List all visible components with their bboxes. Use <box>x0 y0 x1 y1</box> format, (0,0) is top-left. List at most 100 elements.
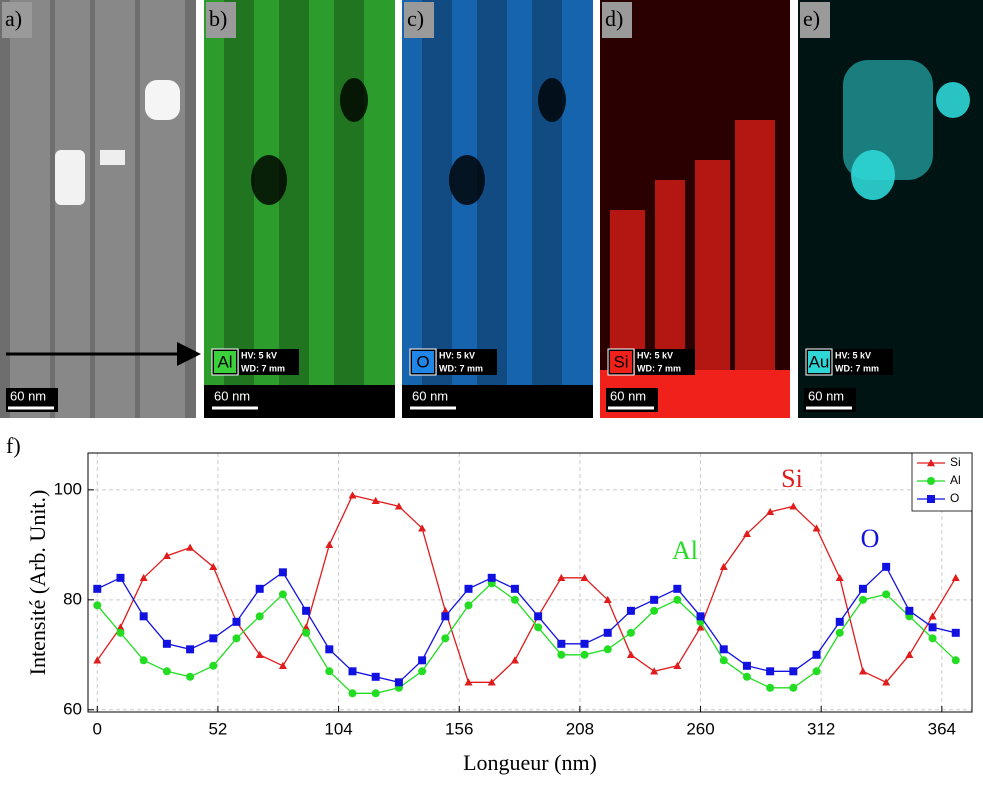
y-tick-label: 80 <box>63 589 82 608</box>
marker <box>209 562 218 571</box>
marker <box>534 612 543 621</box>
marker <box>673 595 682 604</box>
series <box>93 562 960 687</box>
marker <box>162 667 171 676</box>
marker <box>905 606 914 615</box>
panel-label-bg <box>602 2 632 38</box>
marker <box>905 650 914 659</box>
marker <box>928 612 937 620</box>
map-particle <box>851 150 895 200</box>
map-stripe <box>334 0 364 385</box>
sem-column <box>55 0 90 418</box>
marker <box>626 606 635 615</box>
marker <box>927 495 935 503</box>
map-stripe <box>422 0 452 385</box>
marker <box>255 650 264 659</box>
marker <box>139 573 148 582</box>
marker <box>650 667 659 675</box>
marker <box>162 551 171 560</box>
legend-label: O <box>950 491 959 505</box>
map-particle <box>936 82 970 118</box>
legend-box <box>911 452 973 512</box>
marker <box>418 667 427 676</box>
marker <box>882 678 891 686</box>
hv-label: HV: 5 kV <box>439 350 475 360</box>
marker <box>951 573 960 582</box>
marker <box>557 639 566 648</box>
scale-label: 60 nm <box>214 388 250 403</box>
marker <box>232 634 241 643</box>
x-tick-label: 0 <box>93 719 102 738</box>
element-fill <box>412 351 434 373</box>
marker <box>209 634 218 643</box>
marker <box>162 639 171 648</box>
marker <box>487 678 496 686</box>
annotation: Si <box>781 464 803 493</box>
marker <box>487 573 496 582</box>
map-signal <box>204 0 395 385</box>
map-void <box>449 155 485 205</box>
marker <box>302 628 311 637</box>
panel-label: e) <box>803 6 820 31</box>
marker <box>858 667 867 675</box>
marker <box>696 623 705 631</box>
marker <box>696 612 705 621</box>
marker <box>394 678 403 687</box>
panel: O HV: 5 kV WD: 7 mm c) 60 nm <box>402 0 593 418</box>
marker <box>835 628 844 637</box>
marker <box>278 568 287 577</box>
map-stripe <box>735 120 775 418</box>
marker <box>719 656 728 665</box>
marker <box>557 650 566 659</box>
y-tick-label: 100 <box>54 479 82 498</box>
marker <box>812 650 821 659</box>
chart-label: f) <box>6 433 21 458</box>
marker <box>835 573 844 582</box>
marker <box>650 595 659 604</box>
marker <box>232 617 241 626</box>
panel-label: a) <box>5 6 22 31</box>
marker <box>510 656 519 664</box>
marker <box>742 529 751 538</box>
legend-label: Al <box>950 473 961 487</box>
element-label: Al <box>217 352 232 371</box>
marker <box>464 601 473 610</box>
marker <box>278 590 287 599</box>
info-box <box>833 349 893 375</box>
map-void <box>538 78 566 122</box>
info-box <box>437 349 497 375</box>
marker <box>325 645 334 654</box>
marker <box>302 606 311 615</box>
marker <box>116 573 125 582</box>
marker <box>580 639 589 648</box>
x-tick-label: 156 <box>445 719 473 738</box>
y-tick-label: 60 <box>63 699 82 718</box>
wd-label: WD: 7 mm <box>241 363 285 373</box>
sem-particle <box>55 150 85 205</box>
marker <box>789 667 798 676</box>
marker <box>441 634 450 643</box>
map-stripe <box>224 0 254 385</box>
hv-label: HV: 5 kV <box>241 350 277 360</box>
panel-label: d) <box>605 6 623 31</box>
marker <box>603 595 612 604</box>
marker <box>882 590 891 599</box>
panel: a) 60 nm <box>0 0 196 418</box>
marker <box>371 689 380 698</box>
marker <box>139 656 148 665</box>
marker <box>209 661 218 670</box>
marker <box>766 507 775 516</box>
marker <box>139 612 148 621</box>
sem-particle <box>100 150 125 165</box>
marker <box>882 562 891 571</box>
marker <box>278 661 287 670</box>
marker <box>255 584 264 593</box>
marker <box>835 617 844 626</box>
marker <box>186 672 195 681</box>
marker <box>464 678 473 686</box>
panel-label-bg <box>206 2 236 38</box>
map-signal <box>843 60 933 180</box>
marker <box>394 502 403 510</box>
marker <box>371 672 380 681</box>
element-label: Si <box>613 352 628 371</box>
